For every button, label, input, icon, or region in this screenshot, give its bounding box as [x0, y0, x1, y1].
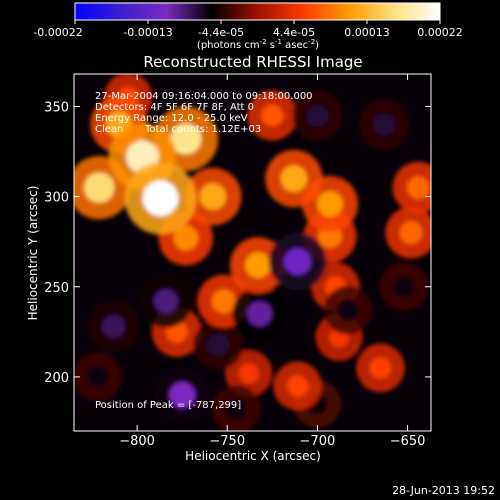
- plot-frame: [73, 73, 432, 432]
- colorbar-tick-label: -4.4e-05: [198, 26, 244, 39]
- heatmap-source-core: [211, 289, 236, 314]
- time-range-text: 27-Mar-2004 09:16:04.000 to 09:18:00.000: [95, 91, 313, 102]
- colorbar-tick-label: -0.00022: [33, 26, 82, 39]
- heatmap-source-core: [337, 299, 359, 321]
- colorbar-ticks: [74, 20, 441, 24]
- algorithm-text: Clean: [95, 124, 123, 135]
- peak-position-text: Position of Peak = [-787,299]: [95, 400, 241, 411]
- y-axis: 200 250 300 350: [44, 100, 431, 386]
- x-tick-label: −750: [209, 434, 245, 449]
- heatmap-source-core: [244, 252, 271, 279]
- colorbar-units: (photons cm-2 s-1 asec-2): [197, 38, 319, 51]
- heatmap-source-core: [86, 366, 109, 388]
- colorbar-tick-label: 0.00022: [417, 26, 463, 39]
- colorbar-tick-label: 0.00013: [344, 26, 390, 39]
- colorbar-tick-label: -0.00013: [123, 26, 172, 39]
- x-axis-label: Heliocentric X (arcsec): [185, 449, 321, 463]
- heatmap-source-core: [306, 104, 329, 127]
- x-axis: −800 −750 −700 −650: [119, 74, 425, 449]
- heatmap-source-core: [225, 398, 247, 421]
- colorbar-tick-labels: -0.00022 -0.00013 -4.4e-05 4.4e-05 0.000…: [33, 26, 462, 39]
- heatmap-image: [74, 74, 431, 431]
- chart-title: Reconstructed RHESSI Image: [143, 53, 362, 71]
- x-tick-label: −800: [119, 434, 155, 449]
- heatmap-source-core: [199, 183, 227, 211]
- heatmap-source-core: [393, 276, 415, 298]
- heatmap-source-core: [280, 165, 308, 193]
- heatmap-source-core: [399, 221, 423, 245]
- heatmap-source-core: [369, 357, 392, 379]
- energy-range-text: Energy Range: 12.0 - 25.0 keV: [95, 113, 248, 124]
- footer-timestamp: 28-Jun-2013 19:52: [392, 484, 495, 497]
- heatmap-source-core: [247, 301, 273, 327]
- heatmap-source-core: [170, 123, 202, 155]
- info-annotations: 27-Mar-2004 09:16:04.000 to 09:18:00.000…: [95, 91, 313, 411]
- y-tick-label: 300: [44, 191, 69, 206]
- heatmap-source-core: [286, 375, 309, 397]
- colorbar-tick-label: 4.4e-05: [273, 26, 315, 39]
- y-tick-label: 250: [44, 281, 69, 296]
- heatmap-source-core: [238, 363, 260, 384]
- heatmap-source-core: [83, 172, 115, 203]
- heatmap-source-core: [207, 333, 230, 356]
- x-tick-label: −700: [300, 434, 336, 449]
- heatmap-source-core: [317, 190, 344, 217]
- x-tick-label: −650: [390, 434, 426, 449]
- y-axis-label: Heliocentric Y (arcsec): [26, 186, 40, 321]
- heatmap-source-core: [406, 175, 431, 200]
- heatmap-source-core: [102, 314, 126, 339]
- total-counts-text: Total counts: 1.12E+03: [144, 124, 261, 135]
- heatmap-source-core: [142, 180, 179, 217]
- heatmap-source-core: [153, 289, 179, 314]
- y-tick-label: 350: [44, 100, 69, 115]
- colorbar: [74, 2, 441, 21]
- heatmap-source-core: [372, 113, 396, 136]
- y-tick-label: 200: [44, 371, 69, 386]
- detectors-text: Detectors: 4F 5F 6F 7F 8F, Att 0: [95, 102, 254, 113]
- heatmap-source-core: [173, 225, 199, 251]
- heatmap-source-core: [169, 381, 196, 408]
- heatmap-source-core: [284, 248, 312, 275]
- heatmap-source-core: [261, 104, 284, 127]
